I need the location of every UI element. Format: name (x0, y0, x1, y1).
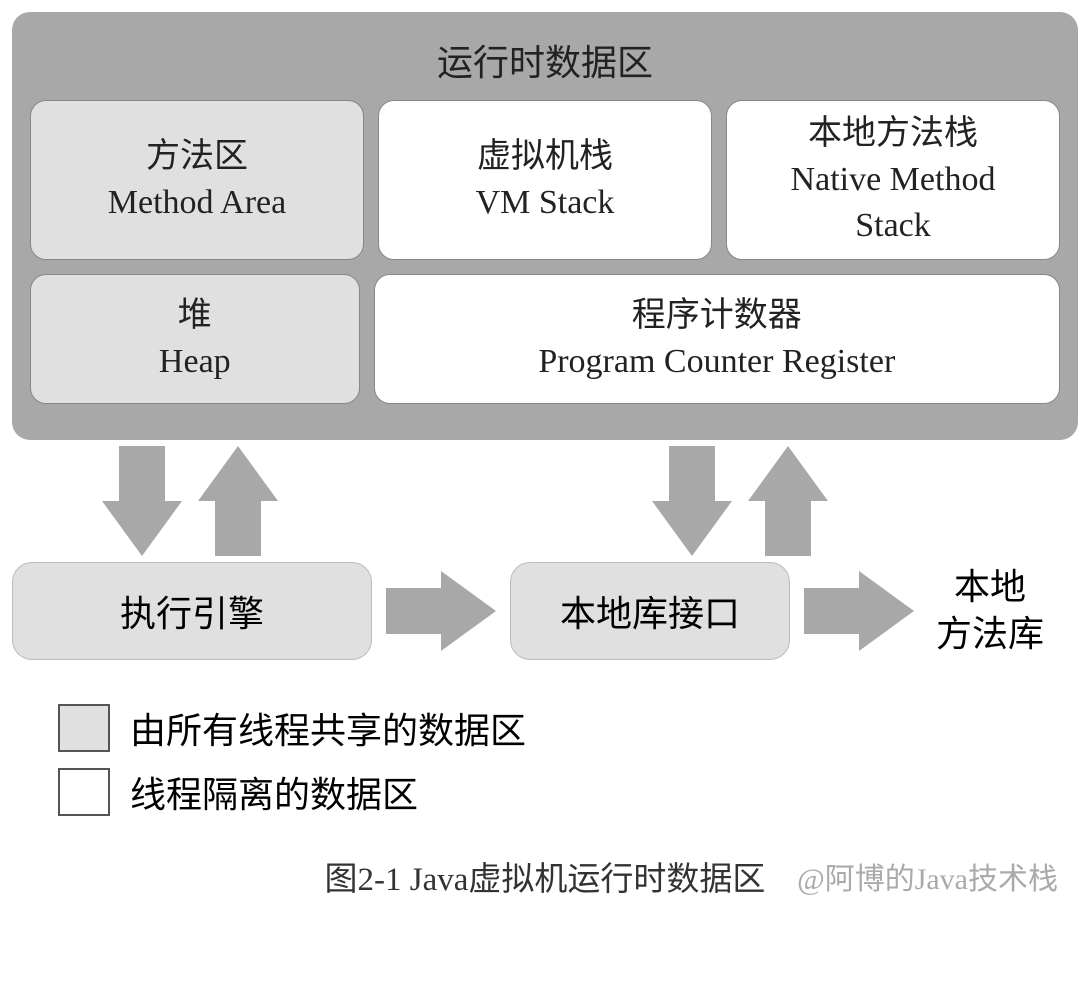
native-interface-label: 本地库接口 (560, 585, 740, 637)
legend-row-shared: 由所有线程共享的数据区 (58, 702, 1078, 754)
native-lib-line2: 方法库 (936, 611, 1044, 658)
legend-row-isolated: 线程隔离的数据区 (58, 766, 1078, 818)
arrow-down-icon (652, 446, 732, 556)
runtime-row-2: 堆 Heap 程序计数器 Program Counter Register (30, 274, 1060, 404)
caption-row: 图2-1 Java虚拟机运行时数据区 @阿博的Java技术栈 (12, 852, 1078, 900)
box-pc-register: 程序计数器 Program Counter Register (374, 274, 1060, 404)
runtime-data-area: 运行时数据区 方法区 Method Area 虚拟机栈 VM Stack 本地方… (12, 12, 1078, 440)
box-native-method-stack: 本地方法栈 Native Method Stack (726, 100, 1060, 260)
native-lib-line1: 本地 (936, 564, 1044, 611)
box-label-en: VM Stack (476, 180, 615, 226)
box-label-zh: 本地方法栈 (808, 111, 978, 157)
arrow-pair-native (652, 446, 828, 556)
box-label-zh: 堆 (178, 293, 212, 339)
native-interface-box: 本地库接口 (510, 562, 790, 660)
mid-section (12, 446, 1078, 556)
arrow-pair-exec (102, 446, 278, 556)
arrow-up-icon (748, 446, 828, 556)
legend-label-isolated: 线程隔离的数据区 (130, 766, 418, 818)
native-lib-label: 本地 方法库 (928, 564, 1044, 658)
arrow-right-icon (386, 571, 496, 651)
legend-label-shared: 由所有线程共享的数据区 (130, 702, 526, 754)
runtime-title: 运行时数据区 (30, 26, 1060, 100)
legend-swatch-shared (58, 704, 110, 752)
caption-text: 图2-1 Java虚拟机运行时数据区 (325, 852, 766, 900)
exec-engine-box: 执行引擎 (12, 562, 372, 660)
legend-swatch-isolated (58, 768, 110, 816)
box-label-en: Native Method (791, 157, 996, 203)
box-vm-stack: 虚拟机栈 VM Stack (378, 100, 712, 260)
arrow-up-icon (198, 446, 278, 556)
box-label-zh: 虚拟机栈 (477, 134, 613, 180)
legend: 由所有线程共享的数据区 线程隔离的数据区 (12, 702, 1078, 818)
box-label-en2: Stack (855, 203, 931, 249)
box-label-zh: 程序计数器 (632, 293, 802, 339)
runtime-row-1: 方法区 Method Area 虚拟机栈 VM Stack 本地方法栈 Nati… (30, 100, 1060, 260)
components-row: 执行引擎 本地库接口 本地 方法库 (12, 562, 1078, 660)
arrow-right-icon (804, 571, 914, 651)
box-label-en: Method Area (108, 180, 286, 226)
box-label-en: Program Counter Register (538, 339, 895, 385)
watermark-text: @阿博的Java技术栈 (797, 854, 1058, 898)
arrow-down-icon (102, 446, 182, 556)
box-label-en: Heap (159, 339, 231, 385)
box-method-area: 方法区 Method Area (30, 100, 364, 260)
box-heap: 堆 Heap (30, 274, 360, 404)
exec-engine-label: 执行引擎 (120, 585, 264, 637)
box-label-zh: 方法区 (146, 134, 248, 180)
